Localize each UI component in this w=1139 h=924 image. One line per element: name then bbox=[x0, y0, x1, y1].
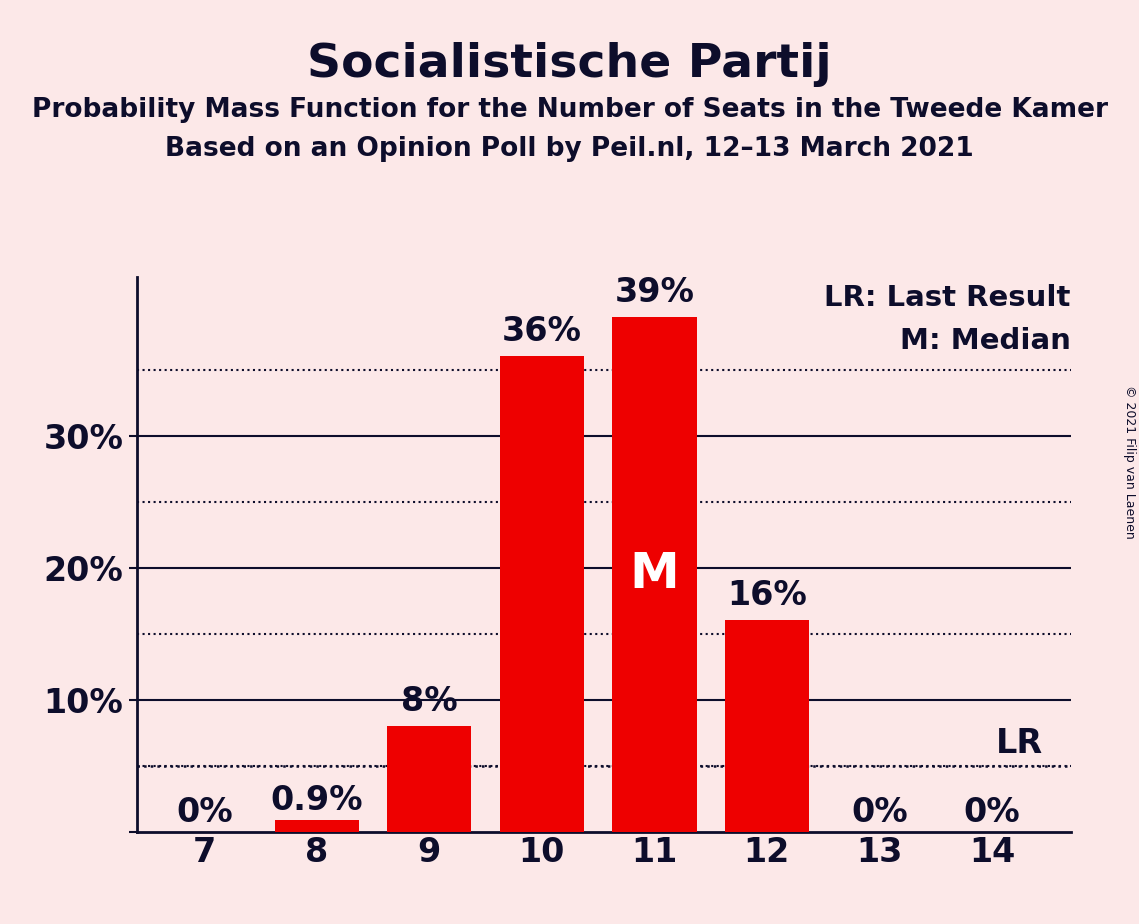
Text: 0%: 0% bbox=[851, 796, 908, 829]
Bar bbox=[500, 357, 584, 832]
Bar bbox=[724, 620, 809, 832]
Bar bbox=[387, 726, 472, 832]
Text: 8%: 8% bbox=[401, 685, 458, 718]
Text: 39%: 39% bbox=[614, 276, 695, 309]
Text: © 2021 Filip van Laenen: © 2021 Filip van Laenen bbox=[1123, 385, 1137, 539]
Bar bbox=[274, 820, 359, 832]
Text: 0.9%: 0.9% bbox=[270, 784, 363, 817]
Text: LR: Last Result: LR: Last Result bbox=[825, 284, 1071, 311]
Text: M: M bbox=[630, 550, 679, 598]
Text: Probability Mass Function for the Number of Seats in the Tweede Kamer: Probability Mass Function for the Number… bbox=[32, 97, 1107, 123]
Bar bbox=[612, 317, 697, 832]
Text: Socialistische Partij: Socialistische Partij bbox=[308, 42, 831, 87]
Text: 0%: 0% bbox=[175, 796, 232, 829]
Text: 36%: 36% bbox=[502, 315, 582, 348]
Text: Based on an Opinion Poll by Peil.nl, 12–13 March 2021: Based on an Opinion Poll by Peil.nl, 12–… bbox=[165, 136, 974, 162]
Text: 0%: 0% bbox=[964, 796, 1021, 829]
Text: M: Median: M: Median bbox=[900, 327, 1071, 356]
Text: 16%: 16% bbox=[727, 579, 806, 613]
Text: LR: LR bbox=[995, 727, 1042, 760]
